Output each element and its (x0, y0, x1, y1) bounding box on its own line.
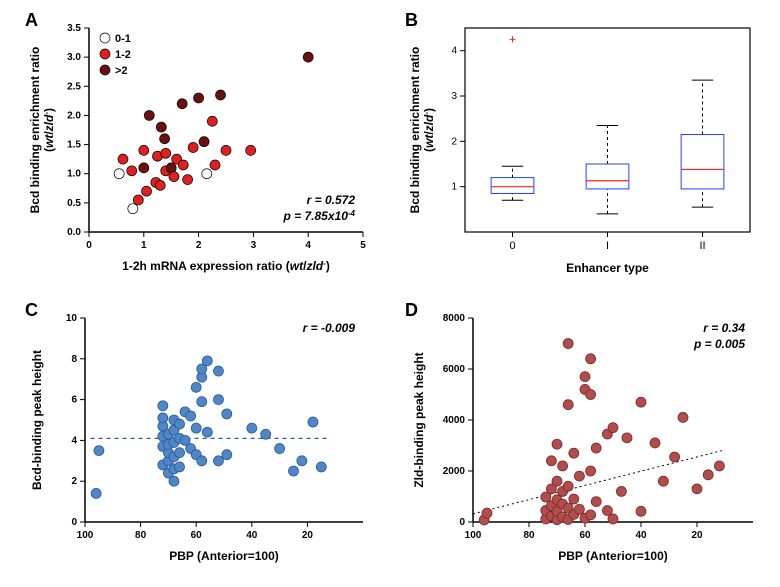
svg-text:5: 5 (360, 240, 366, 251)
svg-text:4: 4 (451, 46, 457, 57)
svg-text:0: 0 (86, 240, 92, 251)
svg-text:1.0: 1.0 (67, 169, 81, 180)
svg-text:1-2: 1-2 (115, 49, 131, 61)
svg-text:60: 60 (579, 530, 591, 541)
svg-text:3.0: 3.0 (67, 52, 81, 63)
svg-text:80: 80 (523, 530, 535, 541)
panel-d: D 100 80 60 40 20 0 2000 4000 6000 8000 PBP (Anter… (405, 300, 765, 570)
svg-text:Bcd-binding peak height: Bcd-binding peak height (30, 350, 44, 490)
svg-text:6: 6 (71, 395, 77, 406)
svg-text:2: 2 (196, 240, 202, 251)
svg-text:>2: >2 (115, 65, 128, 77)
panel-b-label: B (405, 10, 418, 31)
svg-text:1.5: 1.5 (67, 140, 81, 151)
panel-d-svg: 100 80 60 40 20 0 2000 4000 6000 8000 PBP (Anterio… (405, 300, 765, 570)
svg-text:r = 0.34: r = 0.34 (703, 321, 745, 335)
panel-a-svg: 0 1 2 3 4 5 0.0 0.5 1.0 1.5 2.0 2.5 3.0 3.5 1-2h mRNA … (25, 10, 375, 280)
svg-text:6000: 6000 (443, 364, 466, 375)
panel-b-svg: 12340IIIEnhancer typeBcd binding enrichm… (405, 10, 765, 280)
svg-text:1: 1 (141, 240, 147, 251)
svg-text:80: 80 (135, 530, 147, 541)
svg-text:0-1: 0-1 (115, 33, 131, 45)
svg-text:0: 0 (71, 517, 77, 528)
svg-text:4000: 4000 (443, 415, 466, 426)
svg-text:Enhancer type: Enhancer type (566, 261, 649, 275)
svg-text:2: 2 (451, 136, 457, 147)
svg-text:p = 0.005: p = 0.005 (693, 337, 745, 351)
svg-text:8: 8 (71, 354, 77, 365)
panel-a-label: A (25, 10, 38, 31)
svg-text:3.5: 3.5 (67, 23, 81, 34)
svg-text:2.5: 2.5 (67, 81, 81, 92)
svg-text:2.0: 2.0 (67, 110, 81, 121)
svg-text:3: 3 (251, 240, 257, 251)
panel-c-label: C (25, 300, 38, 321)
svg-text:100: 100 (465, 530, 482, 541)
svg-text:PBP (Anterior=100): PBP (Anterior=100) (558, 549, 667, 563)
svg-text:4: 4 (71, 435, 77, 446)
svg-text:1: 1 (451, 182, 457, 193)
svg-text:2000: 2000 (443, 466, 466, 477)
svg-text:1-2h mRNA expression ratio (wt: 1-2h mRNA expression ratio (wt/zld-) (122, 259, 330, 274)
svg-text:8000: 8000 (443, 313, 466, 324)
svg-text:0: 0 (509, 240, 515, 252)
svg-text:0.5: 0.5 (67, 198, 81, 209)
svg-text:10: 10 (66, 313, 78, 324)
panel-a: A 0 1 2 3 4 5 0.0 0.5 1.0 1.5 2.0 2.5 3.0 3.5 1-2h mRN… (25, 10, 375, 280)
svg-text:p = 7.85x10-4: p = 7.85x10-4 (282, 209, 355, 224)
svg-text:3: 3 (451, 91, 457, 102)
svg-text:Zld-binding peak height: Zld-binding peak height (412, 352, 426, 487)
svg-text:Bcd binding enrichment ratio(w: Bcd binding enrichment ratio(wt/zld-) (408, 47, 436, 214)
svg-text:20: 20 (691, 530, 703, 541)
svg-text:II: II (699, 240, 705, 252)
svg-text:r = 0.572: r = 0.572 (307, 193, 356, 207)
panel-b: B 12340IIIEnhancer typeBcd binding enric… (405, 10, 765, 280)
panel-c-svg: 100 80 60 40 20 0 2 4 6 8 10 PBP (Anterior=100) Bcd-… (25, 300, 375, 570)
panel-c: C 100 80 60 40 20 0 2 4 6 8 10 PBP (Anterior=100) Bc… (25, 300, 375, 570)
svg-text:60: 60 (191, 530, 203, 541)
svg-text:40: 40 (635, 530, 647, 541)
svg-text:4: 4 (305, 240, 311, 251)
svg-text:0: 0 (459, 517, 465, 528)
svg-text:PBP (Anterior=100): PBP (Anterior=100) (169, 549, 278, 563)
svg-text:Bcd binding enrichment ratio(w: Bcd binding enrichment ratio(wt/zld-) (28, 47, 56, 214)
svg-text:I: I (606, 240, 609, 252)
svg-text:20: 20 (302, 530, 314, 541)
svg-text:2: 2 (71, 476, 77, 487)
svg-text:100: 100 (77, 530, 94, 541)
svg-text:r = -0.009: r = -0.009 (303, 321, 356, 335)
panel-d-label: D (405, 300, 418, 321)
svg-text:40: 40 (246, 530, 258, 541)
svg-text:0.0: 0.0 (67, 227, 81, 238)
